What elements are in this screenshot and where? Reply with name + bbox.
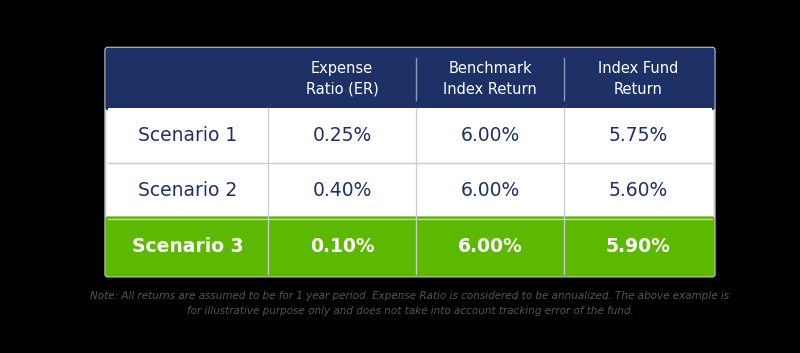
Text: Benchmark
Index Return: Benchmark Index Return <box>443 61 537 97</box>
Text: Expense
Ratio (ER): Expense Ratio (ER) <box>306 61 378 97</box>
Text: 0.40%: 0.40% <box>312 181 372 201</box>
Text: 5.90%: 5.90% <box>606 237 670 256</box>
FancyBboxPatch shape <box>108 108 712 163</box>
Text: 0.10%: 0.10% <box>310 237 374 256</box>
Text: 5.75%: 5.75% <box>609 126 668 145</box>
Text: Scenario 3: Scenario 3 <box>132 237 244 256</box>
FancyBboxPatch shape <box>268 50 712 108</box>
FancyBboxPatch shape <box>106 216 714 276</box>
Text: 5.60%: 5.60% <box>609 181 668 201</box>
Text: Scenario 2: Scenario 2 <box>138 181 238 201</box>
Text: 6.00%: 6.00% <box>458 237 522 256</box>
Text: Index Fund
Return: Index Fund Return <box>598 61 678 97</box>
Text: 0.25%: 0.25% <box>312 126 372 145</box>
FancyBboxPatch shape <box>108 163 712 219</box>
Text: Note: All returns are assumed to be for 1 year period. Expense Ratio is consider: Note: All returns are assumed to be for … <box>90 291 730 316</box>
Text: 6.00%: 6.00% <box>461 126 520 145</box>
Text: Scenario 1: Scenario 1 <box>138 126 238 145</box>
FancyBboxPatch shape <box>106 48 714 276</box>
Text: 6.00%: 6.00% <box>461 181 520 201</box>
FancyBboxPatch shape <box>106 48 714 110</box>
